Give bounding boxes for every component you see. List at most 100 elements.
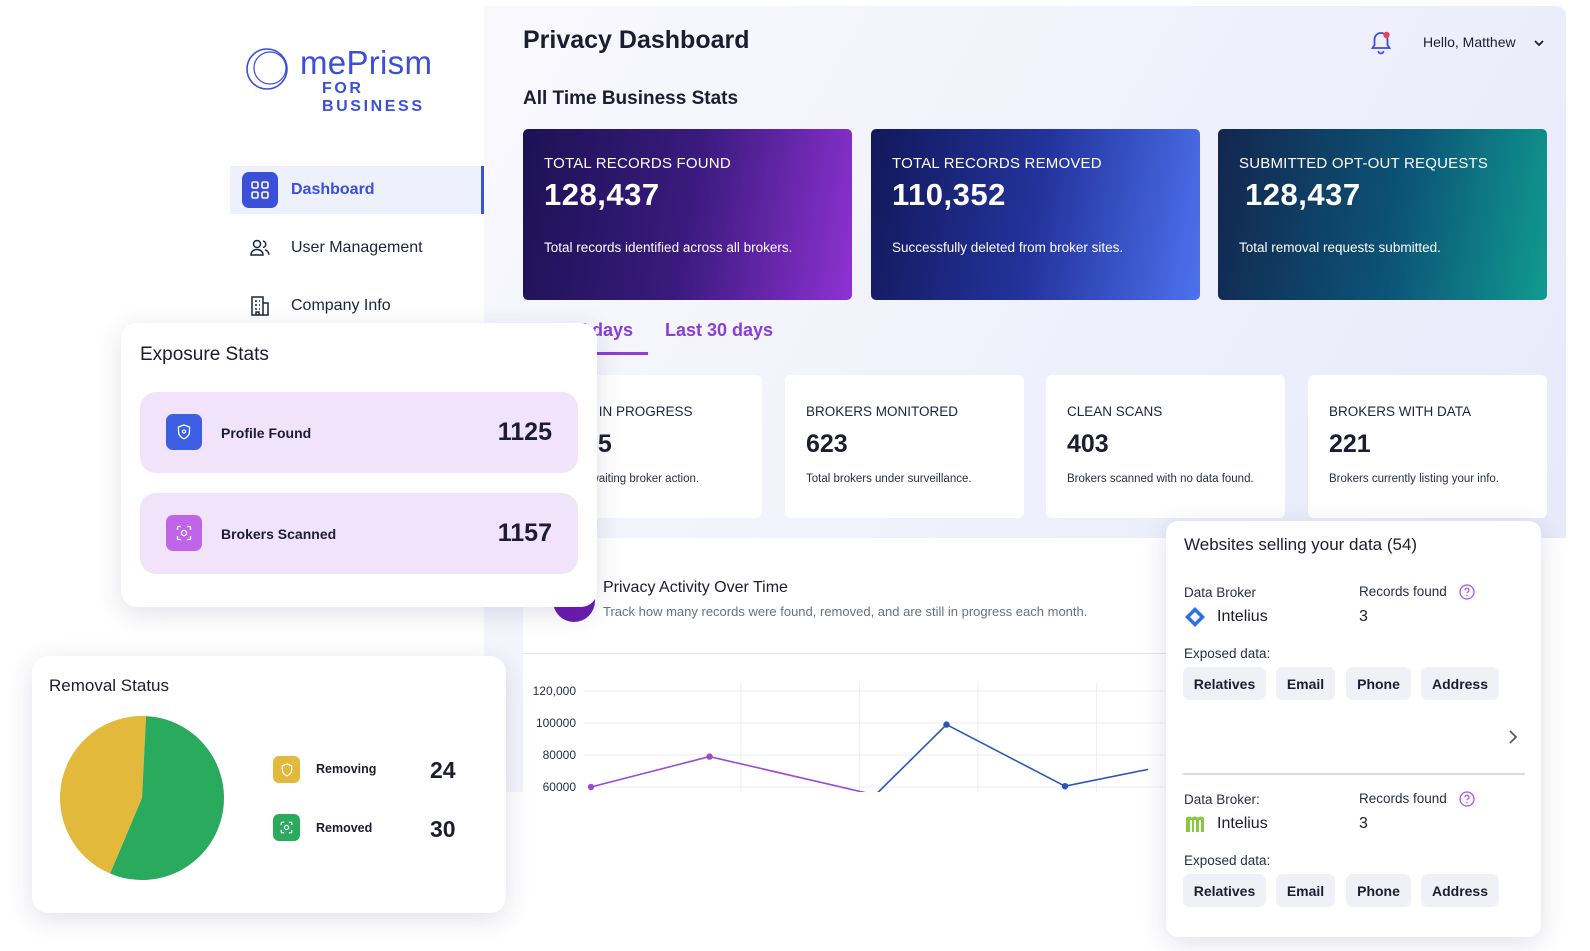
stat-label: CLEAN SCANS xyxy=(1067,404,1163,419)
sidebar-item-label: Dashboard xyxy=(291,181,375,198)
removal-pie-chart xyxy=(60,716,224,880)
stat-description: Brokers scanned with no data found. xyxy=(1067,473,1254,485)
exposed-chip-address: Address xyxy=(1421,874,1499,907)
card-title: Exposure Stats xyxy=(140,344,269,365)
logo-ring-icon xyxy=(246,48,288,90)
stat-description: Brokers currently listing your info. xyxy=(1329,473,1500,485)
exposed-chip-relatives: Relatives xyxy=(1183,874,1266,907)
divider xyxy=(523,653,1183,654)
exposed-chip-phone: Phone xyxy=(1346,667,1411,700)
exposure-row-profile-found[interactable]: Profile Found 1125 xyxy=(140,392,578,473)
activity-line-chart: 120,000 100000 80000 60000 xyxy=(533,683,1183,792)
records-count: 3 xyxy=(1359,815,1368,832)
exposed-chip-relatives: Relatives xyxy=(1183,667,1266,700)
pie-slice-removing xyxy=(60,716,147,874)
removal-status-card: Removal Status Removing 24 Removed 30 xyxy=(32,656,506,913)
broker-name[interactable]: Intelius xyxy=(1217,608,1268,625)
broker-m-logo-icon xyxy=(1186,816,1204,832)
brand-name: mePrism xyxy=(300,44,433,81)
stat-card-opt-out-requests: SUBMITTED OPT-OUT REQUESTS 128,437 Total… xyxy=(1218,129,1547,300)
grid-icon xyxy=(242,172,278,208)
activity-subtitle: Track how many records were found, remov… xyxy=(603,604,1088,619)
stat-value: 128,437 xyxy=(1245,177,1361,212)
stat-card-clean-scans: CLEAN SCANS 403 Brokers scanned with no … xyxy=(1046,375,1285,518)
records-label: Records found xyxy=(1359,791,1447,806)
help-icon[interactable] xyxy=(1459,584,1475,600)
data-point xyxy=(706,753,713,760)
stat-label: TOTAL RECORDS REMOVED xyxy=(892,155,1102,172)
exposure-row-brokers-scanned[interactable]: Brokers Scanned 1157 xyxy=(140,493,578,574)
brand-logo[interactable]: mePrism FOR BUSINESS xyxy=(244,44,464,115)
legend-value-removing: 24 xyxy=(430,757,456,783)
stat-card-brokers-monitored: BROKERS MONITORED 623 Total brokers unde… xyxy=(785,375,1024,518)
sidebar-item-user-management[interactable]: User Management xyxy=(230,224,484,272)
card-title: Removal Status xyxy=(49,676,169,695)
exposure-label: Brokers Scanned xyxy=(221,526,337,542)
stat-value: 403 xyxy=(1067,430,1109,458)
y-tick-label: 100000 xyxy=(536,716,576,730)
users-icon xyxy=(242,230,278,266)
pie-slice-removed xyxy=(110,716,224,880)
sidebar-item-dashboard[interactable]: Dashboard xyxy=(230,166,484,214)
exposure-label: Profile Found xyxy=(221,425,312,441)
data-point xyxy=(943,721,950,728)
stat-card-records-removed: TOTAL RECORDS REMOVED 110,352 Successful… xyxy=(871,129,1200,300)
legend-label-removing: Removing xyxy=(316,762,377,776)
stat-description: Successfully deleted from broker sites. xyxy=(892,240,1124,255)
stat-label: BROKERS WITH DATA xyxy=(1329,404,1472,419)
stat-value: 128,437 xyxy=(544,177,660,212)
chevron-right-icon[interactable] xyxy=(1506,729,1520,745)
y-tick-label: 60000 xyxy=(543,780,577,792)
exposed-label: Exposed data: xyxy=(1184,646,1271,661)
user-greeting[interactable]: Hello, Matthew xyxy=(1423,34,1516,50)
activity-title: Privacy Activity Over Time xyxy=(603,579,788,596)
section-title: All Time Business Stats xyxy=(523,88,739,109)
broker-label: Data Broker: xyxy=(1184,792,1260,807)
broker-label: Data Broker xyxy=(1184,585,1257,600)
exposure-stats-card: Exposure Stats Profile Found 1125 Broker… xyxy=(121,323,597,607)
sidebar-item-company-info[interactable]: Company Info xyxy=(230,282,484,330)
stat-label: BROKERS MONITORED xyxy=(806,404,959,419)
sidebar-item-label: User Management xyxy=(291,239,423,256)
records-label: Records found xyxy=(1359,584,1447,599)
broker-name[interactable]: Intelius xyxy=(1217,815,1268,832)
chevron-down-icon[interactable] xyxy=(1533,37,1545,49)
legend-value-removed: 30 xyxy=(430,816,456,842)
exposed-chip-email: Email xyxy=(1276,667,1335,700)
sidebar-item-label: Company Info xyxy=(291,297,391,314)
bell-icon[interactable] xyxy=(1369,30,1393,56)
records-count: 3 xyxy=(1359,608,1368,625)
y-tick-label: 80000 xyxy=(543,748,577,762)
page-title: Privacy Dashboard xyxy=(523,26,750,54)
legend-label-removed: Removed xyxy=(316,821,373,835)
building-icon xyxy=(242,288,278,324)
y-tick-label: 120,000 xyxy=(533,684,577,698)
shield-icon xyxy=(273,756,300,783)
data-point xyxy=(1061,783,1069,790)
tab-last-30-days[interactable]: Last 30 days xyxy=(665,320,774,340)
brand-sub: FOR BUSINESS xyxy=(322,80,425,115)
exposed-chip-phone: Phone xyxy=(1346,874,1411,907)
stat-value: 221 xyxy=(1329,430,1371,458)
series-line-1 xyxy=(877,723,1149,792)
stat-value: 623 xyxy=(806,430,848,458)
exposure-value: 1125 xyxy=(497,418,552,446)
exposed-label: Exposed data: xyxy=(1184,853,1271,868)
stat-description: Total records identified across all brok… xyxy=(544,240,793,255)
stat-label: TOTAL RECORDS FOUND xyxy=(544,155,731,172)
websites-selling-data-panel: Websites selling your data (54) Data Bro… xyxy=(1166,521,1541,937)
scan-icon xyxy=(273,814,300,841)
scan-icon xyxy=(166,515,202,551)
stat-card-brokers-with-data: BROKERS WITH DATA 221 Brokers currently … xyxy=(1308,375,1547,518)
data-point xyxy=(587,783,595,791)
stat-description: Total removal requests submitted. xyxy=(1239,240,1441,255)
exposure-value: 1157 xyxy=(497,519,552,547)
intelius-logo-icon xyxy=(1185,607,1205,627)
period-tabs: 7 days Last 30 days xyxy=(523,316,1123,356)
stat-card-records-found: TOTAL RECORDS FOUND 128,437 Total record… xyxy=(523,129,852,300)
shield-icon xyxy=(166,414,202,450)
help-icon[interactable] xyxy=(1459,791,1475,807)
stat-label: S IN PROGRESS xyxy=(586,404,693,419)
stat-label: SUBMITTED OPT-OUT REQUESTS xyxy=(1239,155,1489,172)
divider xyxy=(1183,773,1525,775)
